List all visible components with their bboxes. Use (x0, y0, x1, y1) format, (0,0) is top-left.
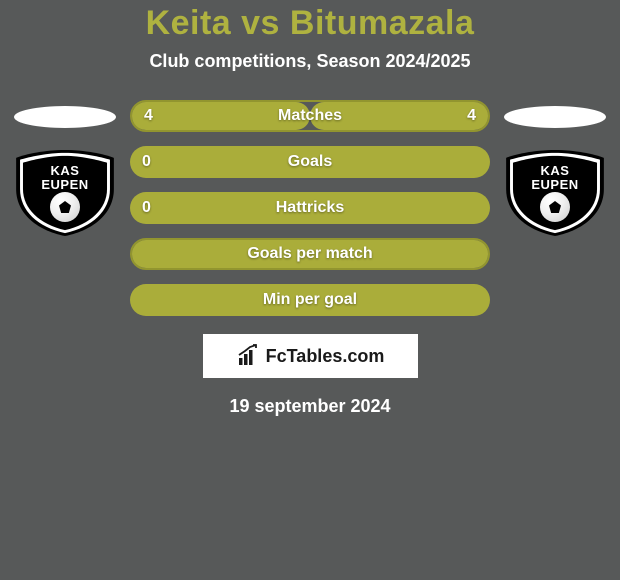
football-icon (50, 192, 80, 222)
chart-icon (236, 344, 260, 368)
page-subtitle: Club competitions, Season 2024/2025 (0, 51, 620, 72)
brand-text: FcTables.com (266, 346, 385, 367)
stat-label: Goals (288, 153, 332, 171)
brand-box[interactable]: FcTables.com (203, 334, 418, 378)
right-club-name-line1: KAS (541, 163, 570, 178)
stat-value-left: 0 (142, 153, 151, 171)
right-player-avatar-placeholder (504, 106, 606, 128)
stat-bar: 4 4 Matches (130, 100, 490, 132)
left-club-name-line2: EUPEN (41, 177, 88, 192)
stat-label: Goals per match (247, 245, 372, 263)
page-title: Keita vs Bitumazala (0, 4, 620, 43)
stat-value-right: 4 (467, 107, 476, 125)
footer: FcTables.com 19 september 2024 (0, 334, 620, 417)
stat-bar: 0 Goals (130, 146, 490, 178)
date-text: 19 september 2024 (229, 396, 390, 417)
right-player-column: KAS EUPEN (500, 100, 610, 236)
stat-bar: Goals per match (130, 238, 490, 270)
left-player-avatar-placeholder (14, 106, 116, 128)
stats-column: 4 4 Matches 0 Goals 0 Hattricks Goals per match… (130, 100, 490, 316)
football-icon (540, 192, 570, 222)
left-player-column: KAS EUPEN (10, 100, 120, 236)
stat-label: Min per goal (263, 291, 357, 309)
stat-value-left: 4 (144, 107, 153, 125)
right-club-badge: KAS EUPEN (506, 150, 604, 236)
left-club-name-line1: KAS (51, 163, 80, 178)
stat-bar: Min per goal (130, 284, 490, 316)
comparison-widget: Keita vs Bitumazala Club competitions, S… (0, 0, 620, 417)
stat-label: Matches (278, 107, 342, 125)
main-row: KAS EUPEN 4 4 Matches 0 Goals 0 Hattricks Goals… (0, 100, 620, 316)
stat-value-left: 0 (142, 199, 151, 217)
left-club-name: KAS EUPEN (16, 164, 114, 192)
stat-label: Hattricks (276, 199, 344, 217)
left-club-badge: KAS EUPEN (16, 150, 114, 236)
right-club-name: KAS EUPEN (506, 164, 604, 192)
right-club-name-line2: EUPEN (531, 177, 578, 192)
stat-bar: 0 Hattricks (130, 192, 490, 224)
